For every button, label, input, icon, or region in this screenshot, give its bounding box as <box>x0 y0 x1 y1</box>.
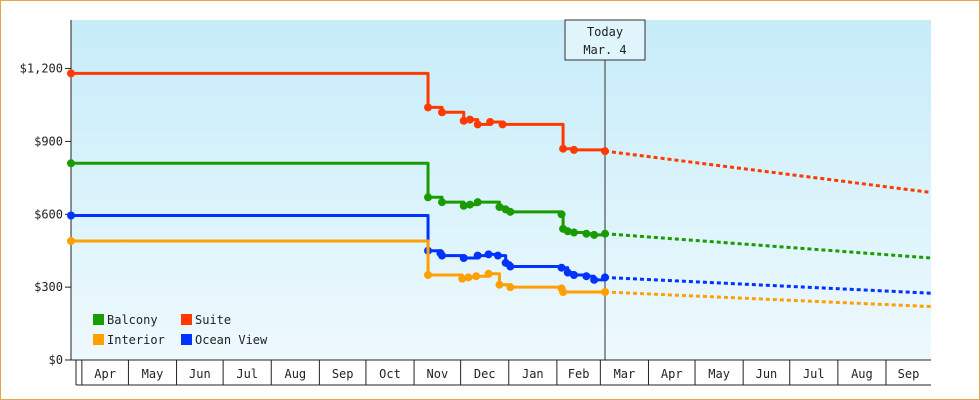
data-point <box>506 207 515 216</box>
data-point <box>601 273 610 282</box>
data-point <box>498 120 507 129</box>
data-point <box>438 198 447 207</box>
data-point <box>557 210 566 219</box>
x-month-label: Nov <box>427 367 449 381</box>
data-point <box>459 116 468 125</box>
x-month-label: Feb <box>568 367 590 381</box>
data-point <box>473 120 482 129</box>
series-forecast-balcony <box>604 232 932 260</box>
data-point <box>67 237 75 245</box>
data-point <box>506 283 515 292</box>
x-month-label: Aug <box>851 367 873 381</box>
data-point <box>563 227 572 236</box>
x-month-label: Apr <box>94 367 116 381</box>
data-point <box>495 280 504 289</box>
x-month-label: Oct <box>379 367 401 381</box>
x-month-label: Mar <box>614 367 636 381</box>
x-month-label: Jun <box>756 367 778 381</box>
data-point <box>582 272 591 281</box>
series-interior <box>67 237 932 309</box>
series-ocean-view <box>67 211 932 295</box>
series-suite <box>67 69 932 194</box>
data-point <box>424 103 433 112</box>
data-point <box>459 201 468 210</box>
data-point <box>569 228 578 237</box>
legend-swatch-balcony <box>93 314 104 325</box>
x-month-label: Apr <box>661 367 683 381</box>
x-month-label: Sep <box>332 367 354 381</box>
legend-swatch-suite <box>181 314 192 325</box>
x-month-label: May <box>142 367 164 381</box>
data-point <box>484 250 493 259</box>
data-point <box>67 69 75 78</box>
today-date: Mar. 4 <box>583 43 626 57</box>
data-point <box>486 118 495 126</box>
data-point <box>495 203 504 211</box>
legend-swatch-ocean-view <box>181 334 192 345</box>
y-tick-label: $0 <box>49 353 63 367</box>
data-point <box>473 251 482 260</box>
plot-area <box>71 20 931 360</box>
x-month-label: Jul <box>803 367 825 381</box>
data-point <box>601 288 610 296</box>
legend-label-interior: Interior <box>107 333 165 347</box>
data-point <box>67 159 75 168</box>
data-point <box>590 230 599 239</box>
data-point <box>569 271 578 279</box>
y-tick-label: $300 <box>34 280 63 294</box>
data-point <box>590 275 599 284</box>
data-point <box>559 144 568 153</box>
data-point <box>472 272 481 281</box>
today-label: Today <box>587 25 623 39</box>
today-box <box>564 19 646 61</box>
series-forecast-ocean-view <box>604 275 932 295</box>
data-point <box>424 271 433 279</box>
data-point <box>458 274 467 283</box>
data-point <box>465 200 474 209</box>
y-tick-label: $900 <box>34 134 63 148</box>
data-point <box>459 254 468 262</box>
series-balcony <box>67 159 932 260</box>
x-month-label: May <box>708 367 730 381</box>
data-point <box>493 251 502 260</box>
data-point <box>484 269 493 278</box>
series-forecast-interior <box>604 290 932 309</box>
data-point <box>601 229 610 238</box>
data-point <box>473 198 482 207</box>
legend-swatch-interior <box>93 334 104 345</box>
legend-label-ocean-view: Ocean View <box>195 333 268 347</box>
x-month-label: Jun <box>189 367 211 381</box>
x-month-label: Jan <box>522 367 544 381</box>
data-point <box>424 193 433 202</box>
data-point <box>67 211 75 220</box>
data-point <box>569 145 578 154</box>
series-forecast-suite <box>604 149 932 194</box>
data-point <box>563 268 572 277</box>
y-tick-label: $1,200 <box>20 62 63 76</box>
data-point <box>438 108 447 117</box>
legend-label-balcony: Balcony <box>107 313 158 327</box>
series-line-suite <box>71 71 607 152</box>
x-month-label: Aug <box>284 367 306 381</box>
data-point <box>582 229 591 238</box>
x-month-label: Sep <box>898 367 920 381</box>
data-point <box>559 288 568 296</box>
x-month-label: Dec <box>474 367 496 381</box>
data-point <box>601 147 610 156</box>
data-point <box>557 263 566 272</box>
data-point <box>464 273 473 282</box>
data-point <box>506 262 515 271</box>
data-point <box>438 251 447 260</box>
y-tick-label: $600 <box>34 207 63 221</box>
x-month-label: Jul <box>236 367 258 381</box>
data-point <box>465 115 474 124</box>
legend-label-suite: Suite <box>195 313 231 327</box>
